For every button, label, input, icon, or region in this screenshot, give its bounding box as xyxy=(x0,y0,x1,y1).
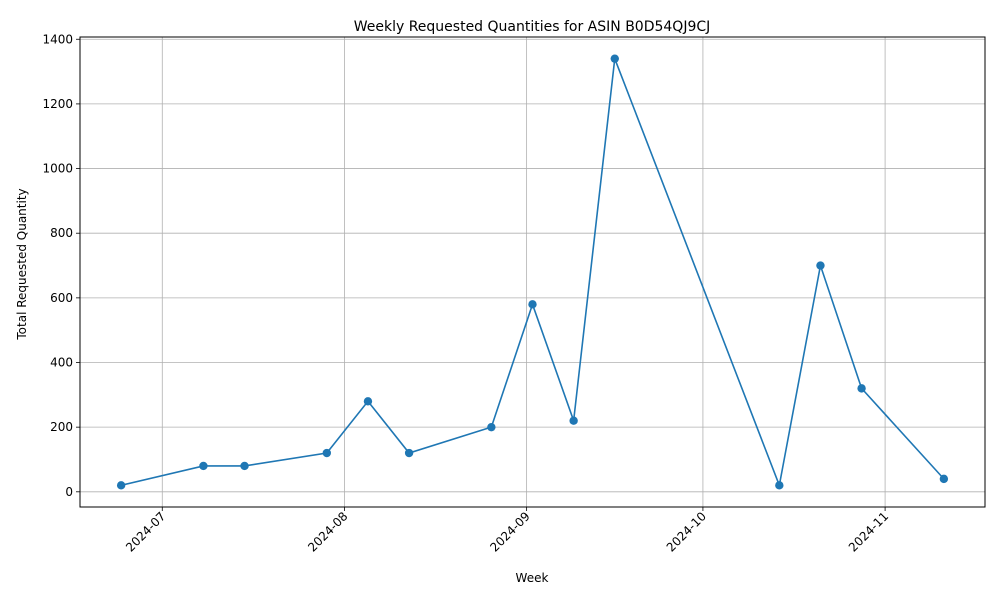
data-point-marker xyxy=(857,384,866,393)
data-point-marker xyxy=(240,461,249,471)
y-tick-label: 200 xyxy=(50,420,73,434)
x-tick-label: 2024-08 xyxy=(305,509,350,554)
y-tick-label: 1200 xyxy=(42,97,73,111)
y-tick-label: 600 xyxy=(50,291,73,305)
data-point-marker xyxy=(404,448,414,458)
y-tick-label: 1000 xyxy=(42,162,73,176)
data-point-marker xyxy=(816,261,825,270)
data-point-marker xyxy=(775,481,784,490)
data-point-marker xyxy=(199,461,208,471)
y-tick-label: 1400 xyxy=(42,32,73,46)
series-line xyxy=(120,58,945,489)
data-point-marker xyxy=(528,300,537,309)
y-axis-label: Total Requested Quantity xyxy=(15,188,29,340)
y-tick-label: 0 xyxy=(65,485,73,499)
y-tick-label: 800 xyxy=(50,226,73,240)
data-point-marker xyxy=(610,54,619,63)
y-tick-label: 400 xyxy=(50,356,73,370)
x-tick-label: 2024-11 xyxy=(846,509,891,554)
data-point-marker xyxy=(363,397,373,406)
data-point-marker xyxy=(322,448,332,458)
x-tick-label: 2024-07 xyxy=(123,509,168,554)
data-series xyxy=(116,54,949,490)
x-axis-label: Week xyxy=(516,571,549,585)
plot-area-frame xyxy=(79,36,986,508)
data-point-marker xyxy=(116,481,126,490)
data-point-marker xyxy=(487,422,496,432)
chart-title: Weekly Requested Quantities for ASIN B0D… xyxy=(354,19,711,35)
data-point-marker xyxy=(939,474,949,484)
x-tick-label: 2024-10 xyxy=(664,509,709,554)
grid-lines xyxy=(80,37,985,507)
x-tick-label: 2024-09 xyxy=(487,509,532,554)
axis-ticks: 0 200 400 600 800 1000 1200 1400 2024-07 2024-08 2… xyxy=(42,32,891,554)
data-point-marker xyxy=(569,416,578,425)
